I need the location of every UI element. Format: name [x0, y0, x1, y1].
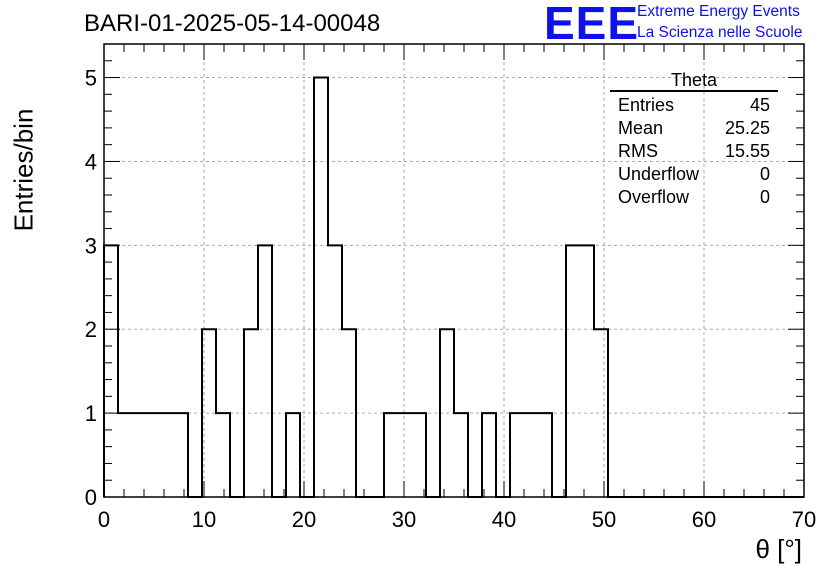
x-tick-label: 0: [98, 507, 110, 532]
stats-label: Underflow: [618, 164, 700, 184]
y-tick-label: 4: [85, 149, 97, 174]
y-tick-label: 1: [85, 401, 97, 426]
stats-value: 25.25: [724, 118, 770, 138]
stats-value: 15.55: [724, 141, 770, 161]
stats-label: Overflow: [618, 187, 690, 207]
stats-row-underflow: Underflow 0: [610, 163, 778, 186]
histogram-series: [103, 76, 804, 498]
y-tick-label: 2: [85, 317, 97, 342]
stats-row-rms: RMS 15.55: [610, 140, 778, 163]
logo-line-1: Extreme Energy Events: [637, 3, 800, 20]
stats-title: Theta: [610, 70, 778, 92]
chart-title: BARI-01-2025-05-14-00048: [84, 10, 381, 37]
stats-value: 45: [749, 95, 770, 115]
stats-row-overflow: Overflow 0: [610, 186, 778, 209]
logo-line-2: La Scienza nelle Scuole: [637, 24, 803, 41]
stats-label: RMS: [618, 141, 658, 161]
stats-value: 0: [759, 187, 770, 207]
stats-box: Theta Entries 45 Mean 25.25 RMS 15.55 Under…: [610, 70, 778, 209]
y-tick-label: 3: [85, 233, 97, 258]
x-tick-label: 70: [792, 507, 816, 532]
grid-lines: [104, 44, 804, 497]
y-tick-label: 5: [85, 66, 97, 91]
stats-row-mean: Mean 25.25: [610, 117, 778, 140]
y-axis-label: Entries/bin: [6, 108, 42, 232]
y-axis-label-text: Entries/bin: [8, 108, 39, 232]
x-tick-label: 40: [492, 507, 516, 532]
x-tick-label: 30: [392, 507, 416, 532]
eee-logo: EEE: [544, 0, 640, 49]
x-tick-label: 10: [192, 507, 216, 532]
stats-label: Entries: [618, 95, 675, 115]
stats-row-entries: Entries 45: [610, 94, 778, 117]
x-axis-label: θ [°]: [755, 534, 802, 564]
stats-label: Mean: [618, 118, 664, 138]
x-tick-label: 50: [592, 507, 616, 532]
x-tick-label: 60: [692, 507, 716, 532]
stats-value: 0: [759, 164, 770, 184]
y-tick-label: 0: [85, 485, 97, 510]
x-tick-label: 20: [292, 507, 316, 532]
